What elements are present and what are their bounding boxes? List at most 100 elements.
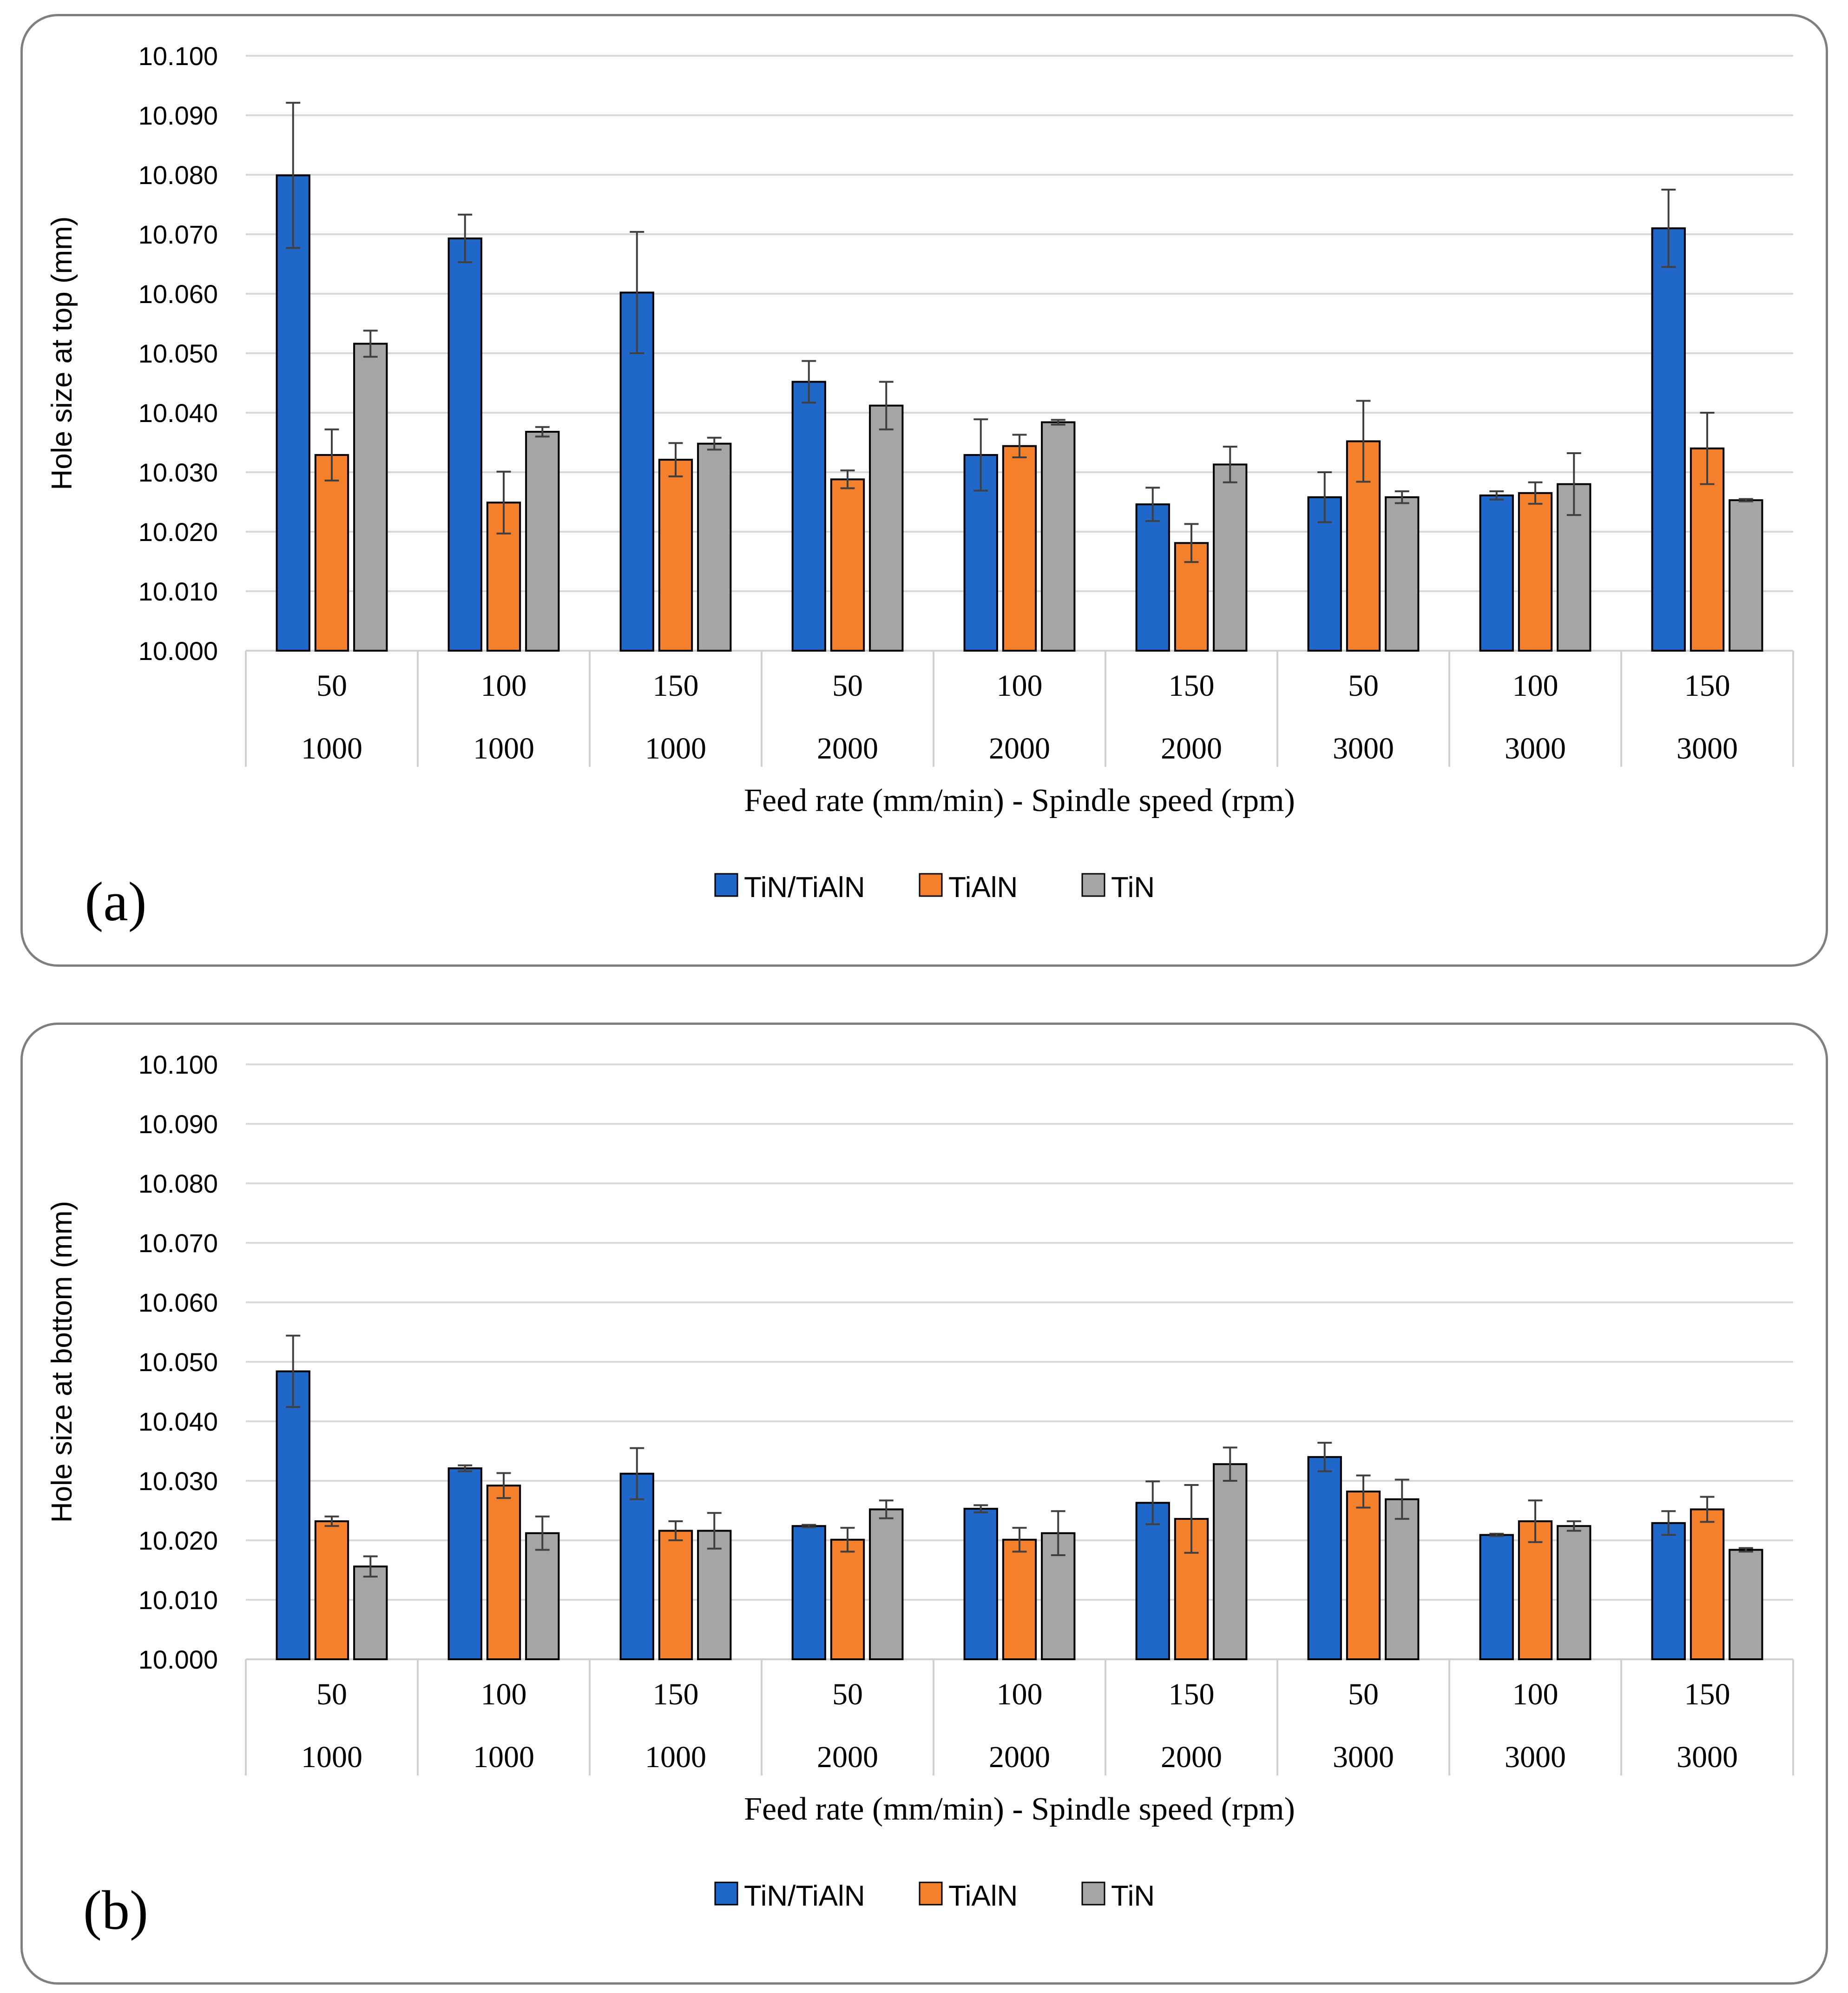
bar xyxy=(1479,1534,1514,1660)
x-tick-label-feed: 50 xyxy=(1348,1677,1379,1711)
x-tick-label-feed: 100 xyxy=(1513,1677,1559,1711)
bar xyxy=(1385,496,1420,652)
legend-swatch xyxy=(714,1881,738,1906)
legend-swatch xyxy=(919,873,943,897)
bar xyxy=(486,1485,521,1660)
bar xyxy=(1307,496,1342,652)
x-tick-label-speed: 1000 xyxy=(645,732,706,766)
panel-tag: (b) xyxy=(83,1879,148,1941)
y-tick-label: 10.070 xyxy=(138,220,218,249)
y-axis-label: Hole size at bottom (mm) xyxy=(46,1201,78,1523)
panel-tag: (a) xyxy=(85,871,146,932)
y-tick-label: 10.090 xyxy=(138,1109,218,1139)
bar xyxy=(1385,1498,1420,1660)
x-tick-label-speed: 1000 xyxy=(473,1740,534,1774)
legend-label: TiN/TiAlN xyxy=(744,871,865,904)
chart-a-svg: 10.000 10.010 10.020 10.030 10.040 10.050 10.0… xyxy=(46,41,1794,932)
x-tick-label-feed: 150 xyxy=(653,1677,699,1711)
x-tick-label-speed: 3000 xyxy=(1677,732,1738,766)
chart-panel-b: 10.000 10.010 10.020 10.030 10.040 10.050 10.0… xyxy=(20,1023,1828,1985)
legend-swatch xyxy=(919,1881,943,1906)
bar xyxy=(658,1530,693,1661)
bar xyxy=(1651,1522,1686,1660)
bar xyxy=(1307,1456,1342,1660)
y-tick-label: 10.000 xyxy=(138,1645,218,1674)
x-tick-label-feed: 100 xyxy=(997,669,1043,703)
y-tick-label: 10.010 xyxy=(138,577,218,606)
y-tick-label: 10.030 xyxy=(138,1466,218,1496)
legend-label: TiN xyxy=(1111,871,1155,904)
y-tick-label: 10.030 xyxy=(138,458,218,487)
bar xyxy=(869,404,904,652)
bar xyxy=(1135,1502,1170,1660)
x-tick-label-speed: 1000 xyxy=(473,732,534,766)
x-tick-label-speed: 3000 xyxy=(1333,732,1394,766)
legend-swatch xyxy=(1081,873,1105,897)
bar xyxy=(830,478,865,652)
x-tick-label-feed: 100 xyxy=(1513,669,1559,703)
bar xyxy=(314,1520,349,1661)
x-tick-label-feed: 100 xyxy=(481,1677,527,1711)
y-tick-label: 10.100 xyxy=(138,1050,218,1079)
legend-label: TiAlN xyxy=(948,871,1018,904)
x-tick-label-feed: 150 xyxy=(1169,1677,1215,1711)
y-tick-label: 10.060 xyxy=(138,1288,218,1317)
bar xyxy=(963,1508,998,1661)
x-tick-label-speed: 3000 xyxy=(1677,1740,1738,1774)
bar xyxy=(791,1525,826,1661)
y-tick-label: 10.050 xyxy=(138,1347,218,1377)
bar xyxy=(791,381,826,652)
x-tick-label-feed: 50 xyxy=(832,1677,863,1711)
bar xyxy=(447,237,482,652)
y-tick-label: 10.000 xyxy=(138,636,218,666)
bar xyxy=(1002,1538,1037,1660)
x-tick-label-feed: 150 xyxy=(1169,669,1215,703)
y-tick-label: 10.100 xyxy=(138,41,218,71)
y-tick-label: 10.080 xyxy=(138,1169,218,1198)
x-tick-label-feed: 50 xyxy=(832,669,863,703)
bar xyxy=(1135,503,1170,652)
bar xyxy=(353,343,388,652)
bar xyxy=(1002,445,1037,652)
y-axis-label: Hole size at top (mm) xyxy=(46,216,78,490)
y-tick-label: 10.050 xyxy=(138,339,218,368)
legend-swatch xyxy=(1081,1881,1105,1906)
y-tick-label: 10.080 xyxy=(138,160,218,190)
chart-b-svg: 10.000 10.010 10.020 10.030 10.040 10.050 10.0… xyxy=(46,1050,1794,1941)
bar xyxy=(830,1538,865,1660)
y-tick-label: 10.070 xyxy=(138,1228,218,1258)
bar xyxy=(1690,1508,1725,1660)
legend-label: TiAlN xyxy=(948,1880,1018,1912)
x-tick-label-speed: 1000 xyxy=(301,732,362,766)
x-tick-label-speed: 2000 xyxy=(989,732,1050,766)
x-axis-label: Feed rate (mm/min) - Spindle speed (rpm) xyxy=(744,1791,1295,1827)
x-tick-label-speed: 3000 xyxy=(1333,1740,1394,1774)
y-tick-label: 10.010 xyxy=(138,1585,218,1615)
legend-label: TiN xyxy=(1111,1880,1155,1912)
bar xyxy=(447,1467,482,1660)
x-tick-label-speed: 2000 xyxy=(817,732,878,766)
bar xyxy=(869,1508,904,1660)
bar xyxy=(1041,421,1076,652)
x-tick-label-speed: 1000 xyxy=(301,1740,362,1774)
bar xyxy=(525,430,560,652)
bar xyxy=(658,459,693,652)
x-tick-label-speed: 2000 xyxy=(817,1740,878,1774)
bar xyxy=(697,442,732,652)
x-tick-label-speed: 2000 xyxy=(989,1740,1050,1774)
x-axis-label: Feed rate (mm/min) - Spindle speed (rpm) xyxy=(744,783,1295,818)
bar xyxy=(1557,1525,1592,1661)
bar xyxy=(697,1530,732,1661)
x-tick-label-feed: 50 xyxy=(316,669,347,703)
x-tick-label-speed: 2000 xyxy=(1161,732,1222,766)
bar xyxy=(1518,492,1553,652)
bar xyxy=(276,1370,310,1660)
bar xyxy=(1729,499,1763,652)
y-tick-label: 10.060 xyxy=(138,279,218,309)
x-tick-label-speed: 3000 xyxy=(1505,1740,1566,1774)
x-tick-label-speed: 2000 xyxy=(1161,1740,1222,1774)
bar xyxy=(1729,1549,1763,1660)
y-tick-label: 10.020 xyxy=(138,517,218,547)
legend-label: TiN/TiAlN xyxy=(744,1880,865,1912)
bar xyxy=(525,1532,560,1660)
